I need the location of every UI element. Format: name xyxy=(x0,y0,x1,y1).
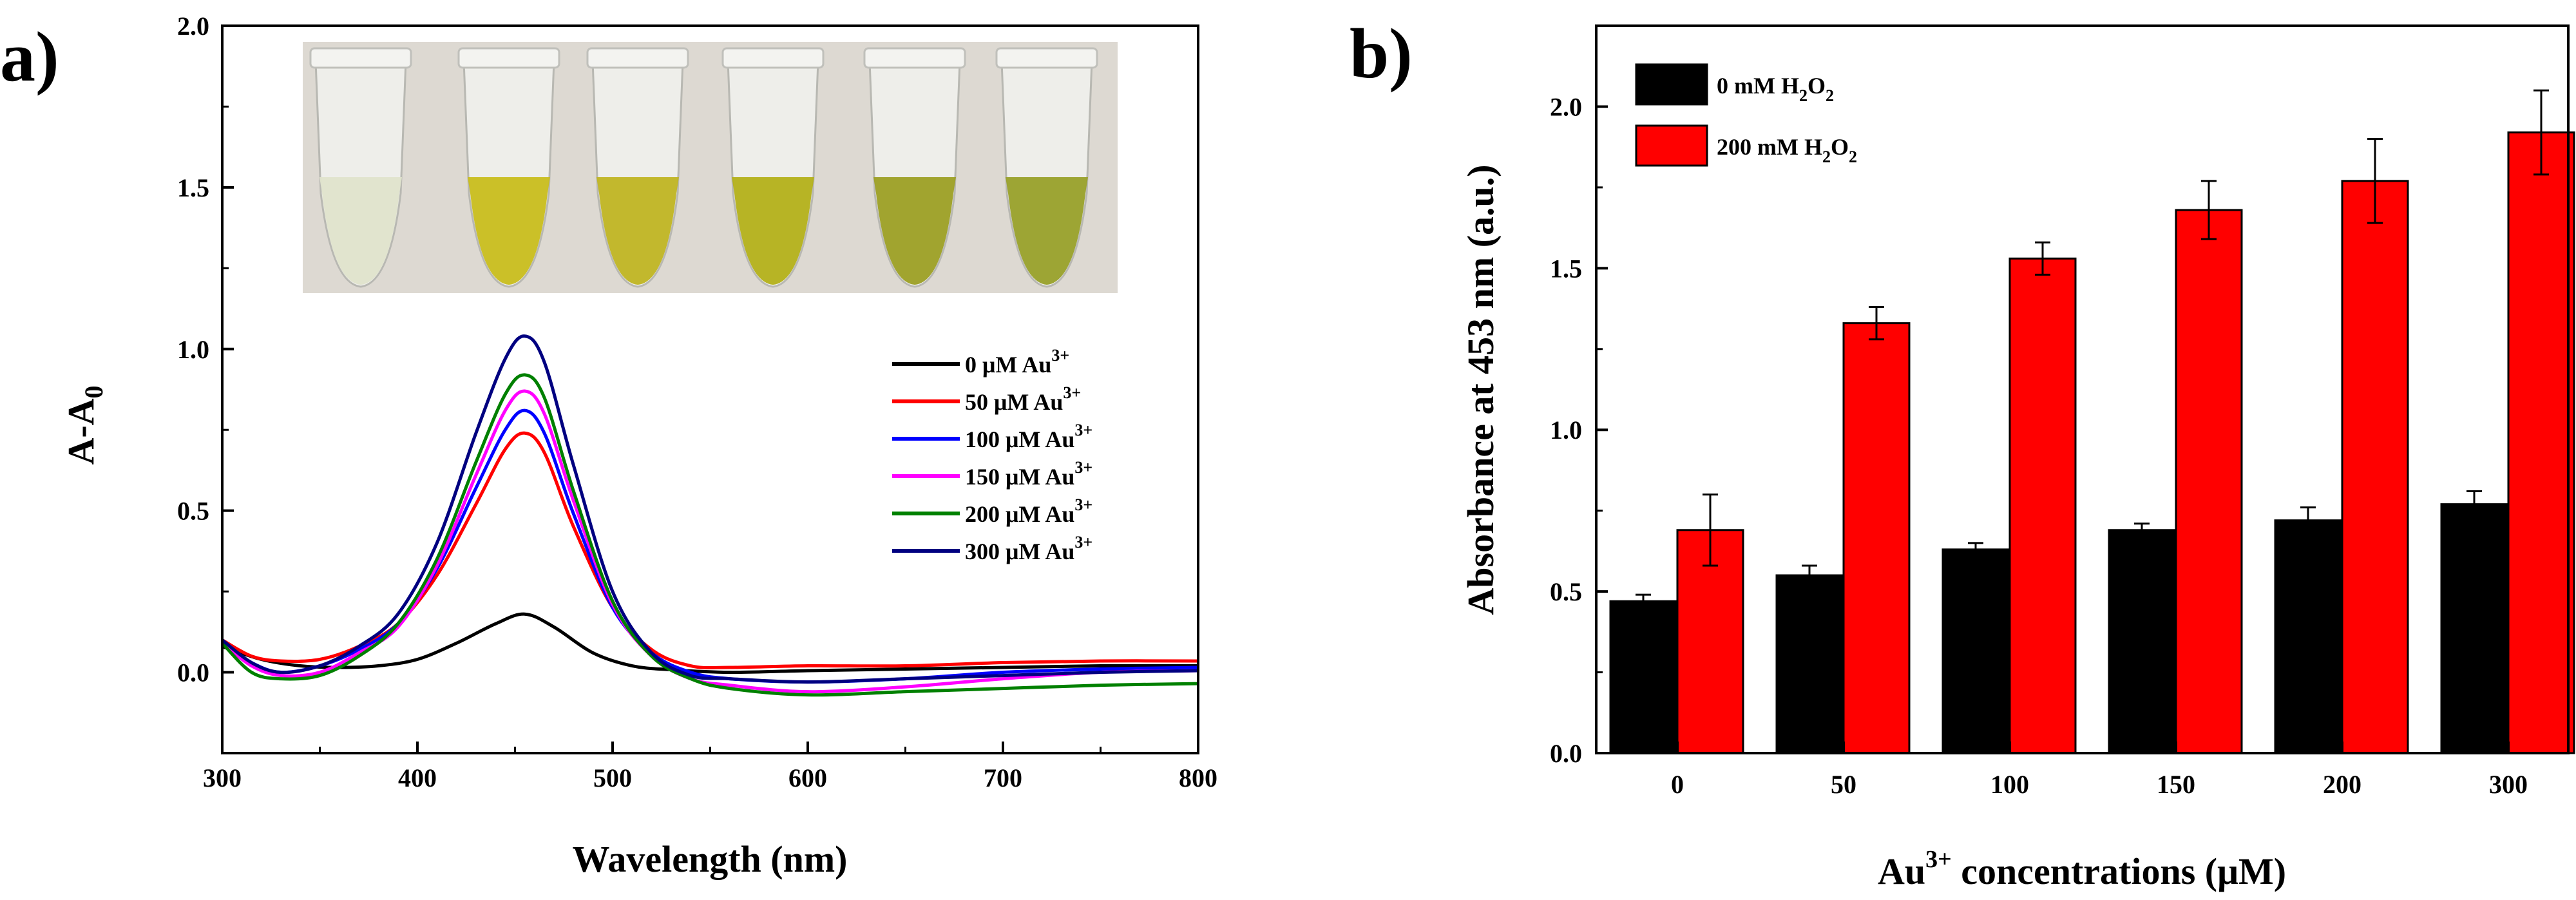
x-tick-label-b: 150 xyxy=(2157,770,2195,799)
x-tick-label-b: 0 xyxy=(1671,770,1684,799)
photo-tube xyxy=(309,47,412,288)
bar xyxy=(2274,519,2342,754)
panel-b-label: b) xyxy=(1350,14,1413,93)
legend-label-a: 50 μM Au3+ xyxy=(965,383,1081,415)
series-line xyxy=(221,389,1199,694)
bar xyxy=(2507,131,2575,754)
y-tick-label-a: 1.5 xyxy=(177,173,209,202)
bar xyxy=(1609,600,1677,754)
x-tick-label-b: 200 xyxy=(2323,770,2361,799)
legend-label-b: 0 mM H2O2 xyxy=(1717,73,1834,105)
x-tick-label-a: 300 xyxy=(203,763,242,792)
bar xyxy=(2341,180,2409,754)
spectra-lines xyxy=(221,334,1199,697)
y-tick-label-b: 0.5 xyxy=(1550,577,1582,606)
legend-label-a: 100 μM Au3+ xyxy=(965,421,1092,452)
error-bar xyxy=(2533,89,2549,176)
y-tick-label-a: 0.0 xyxy=(177,658,209,687)
y-tick-label-b: 2.0 xyxy=(1550,92,1582,121)
bar xyxy=(2108,529,2176,754)
error-bar xyxy=(1869,306,1884,341)
photo-tube xyxy=(457,47,560,288)
x-tick-label-a: 600 xyxy=(788,763,827,792)
error-bar xyxy=(1703,493,1718,567)
x-axis-title-a: Wavelength (nm) xyxy=(573,838,848,880)
plot-frame-b xyxy=(1595,24,2570,754)
legend-b: 0 mM H2O2 200 mM H2O2 xyxy=(1635,63,1857,167)
y-tick-label-a: 1.0 xyxy=(177,335,209,364)
x-tick-label-b: 100 xyxy=(1990,770,2029,799)
legend-label-a: 200 μM Au3+ xyxy=(965,495,1092,527)
panel-a-label: a) xyxy=(0,17,59,96)
x-tick-label-a: 700 xyxy=(984,763,1022,792)
bar xyxy=(2175,209,2243,754)
x-tick-label-b: 50 xyxy=(1831,770,1856,799)
legend-label-a: 300 μM Au3+ xyxy=(965,533,1092,564)
inset-photo-background xyxy=(303,42,1118,293)
y-axis-title-a: A-A0 xyxy=(60,385,108,464)
x-tick-label-a: 500 xyxy=(593,763,632,792)
error-bar xyxy=(2300,506,2316,535)
error-bar xyxy=(2035,241,2050,276)
error-bar xyxy=(2201,180,2217,240)
error-bar xyxy=(1802,564,1817,586)
bar xyxy=(1842,322,1911,754)
x-axis-title-b: Au3+ concentrations (μM) xyxy=(1878,846,2286,892)
bar xyxy=(2008,257,2077,754)
photo-tube xyxy=(721,47,825,288)
legend-label-a: 0 μM Au3+ xyxy=(965,346,1069,378)
error-bar xyxy=(2466,490,2482,519)
panel-b-bar-chart: 0.0 0.5 1.0 1.5 2.0 0 50 100 150 200 300 0 mM H2O2… xyxy=(1460,24,2575,892)
series-line xyxy=(221,373,1199,697)
y-tick-label-b: 1.0 xyxy=(1550,416,1582,445)
series-line xyxy=(222,612,1199,675)
legend-label-a: 150 μM Au3+ xyxy=(965,458,1092,490)
legend-swatch-b xyxy=(1635,63,1708,106)
x-tick-label-a: 400 xyxy=(398,763,437,792)
photo-tube xyxy=(995,47,1098,288)
y-tick-label-b: 0.0 xyxy=(1550,739,1582,768)
panel-a-spectra-chart: 300 400 500 600 700 800 0.0 0.5 1.0 1.5 2.0 0 μM A… xyxy=(60,12,1217,880)
photo-tube xyxy=(863,47,966,288)
x-tick-label-a: 800 xyxy=(1179,763,1217,792)
bar xyxy=(2440,503,2508,754)
error-bar xyxy=(2367,138,2383,224)
error-bar xyxy=(2134,522,2150,538)
photo-tube xyxy=(586,47,689,288)
y-axis-title-b: Absorbance at 453 nm (a.u.) xyxy=(1460,164,1502,615)
y-tick-label-a: 2.0 xyxy=(177,12,209,41)
bars xyxy=(1609,89,2575,754)
bar xyxy=(1942,548,2010,754)
error-bar xyxy=(1968,542,1983,557)
svg-text:A-A0: A-A0 xyxy=(60,385,108,464)
error-bar xyxy=(1636,593,1651,609)
y-tick-label-b: 1.5 xyxy=(1550,254,1582,283)
legend-swatch-b xyxy=(1635,124,1708,167)
bar xyxy=(1676,529,1744,754)
inset-photo-tubes xyxy=(303,42,1118,293)
bar xyxy=(1775,574,1844,754)
series-line xyxy=(221,334,1199,684)
x-tick-label-b: 300 xyxy=(2489,770,2528,799)
y-tick-label-a: 0.5 xyxy=(177,497,209,526)
legend-label-b: 200 mM H2O2 xyxy=(1717,134,1857,166)
legend-a: 0 μM Au3+ 50 μM Au3+ 100 μM Au3+ 150 μM Au3… xyxy=(892,346,1092,564)
